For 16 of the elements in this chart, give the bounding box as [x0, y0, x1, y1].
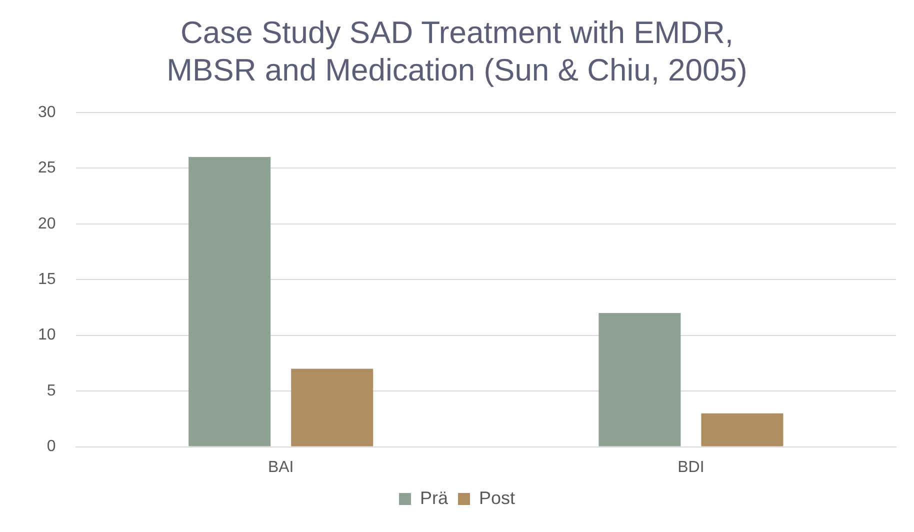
y-tick-label: 15 [38, 271, 56, 288]
bar [598, 313, 681, 446]
y-tick-label: 30 [38, 104, 56, 121]
y-tick-label: 0 [46, 438, 56, 456]
chart-title: Case Study SAD Treatment with EMDR, MBSR and Medication (Sun & Chiu, 2005) [166, 15, 748, 88]
legend-label: Post [478, 488, 516, 508]
y-tick-label: 20 [38, 215, 56, 232]
legend-label: Prä [420, 488, 449, 508]
bar [188, 156, 271, 446]
y-tick-label: 10 [38, 326, 56, 344]
y-tick-label: 5 [46, 382, 56, 400]
bar [701, 413, 784, 446]
x-tick-label: BDI [678, 458, 704, 476]
bar [291, 368, 374, 446]
x-tick-label: BAI [268, 458, 294, 476]
y-tick-label: 25 [38, 160, 56, 177]
